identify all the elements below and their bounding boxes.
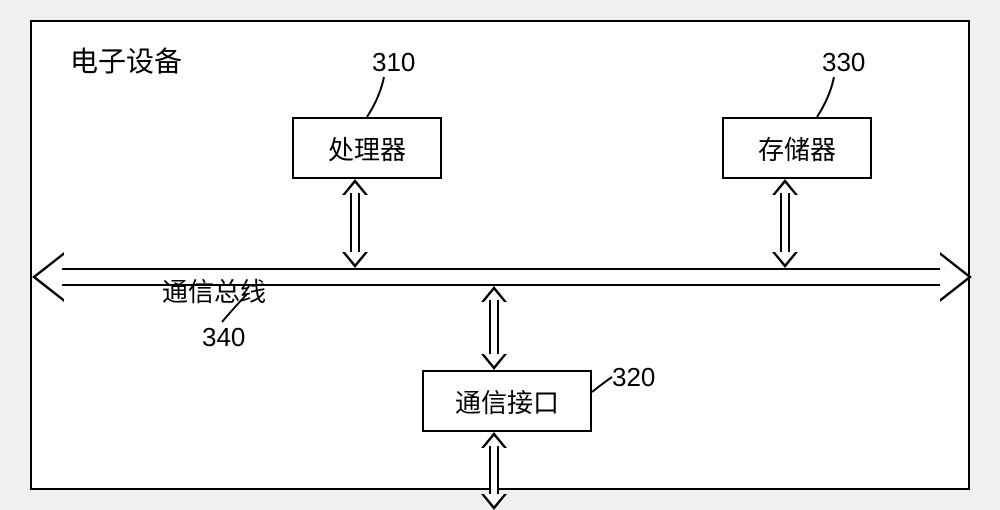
ref-comm-if: 320 xyxy=(612,362,655,393)
connector-bus-commif xyxy=(481,286,507,370)
bus-arrowhead-right xyxy=(940,252,972,302)
connector-processor-bus xyxy=(342,179,368,268)
device-container: 电子设备 310 330 320 340 处理器 存储器 通信接口 通信总线 xyxy=(30,20,970,490)
bus-arrowhead-left xyxy=(32,252,64,302)
ref-processor: 310 xyxy=(372,47,415,78)
bus-label: 通信总线 xyxy=(162,272,266,309)
connector-commif-external xyxy=(481,432,507,510)
comm-interface-block: 通信接口 xyxy=(422,370,592,432)
ref-bus: 340 xyxy=(202,322,245,353)
connector-memory-bus xyxy=(772,179,798,268)
ref-memory: 330 xyxy=(822,47,865,78)
processor-block: 处理器 xyxy=(292,117,442,179)
memory-block: 存储器 xyxy=(722,117,872,179)
diagram-title: 电子设备 xyxy=(70,40,182,80)
